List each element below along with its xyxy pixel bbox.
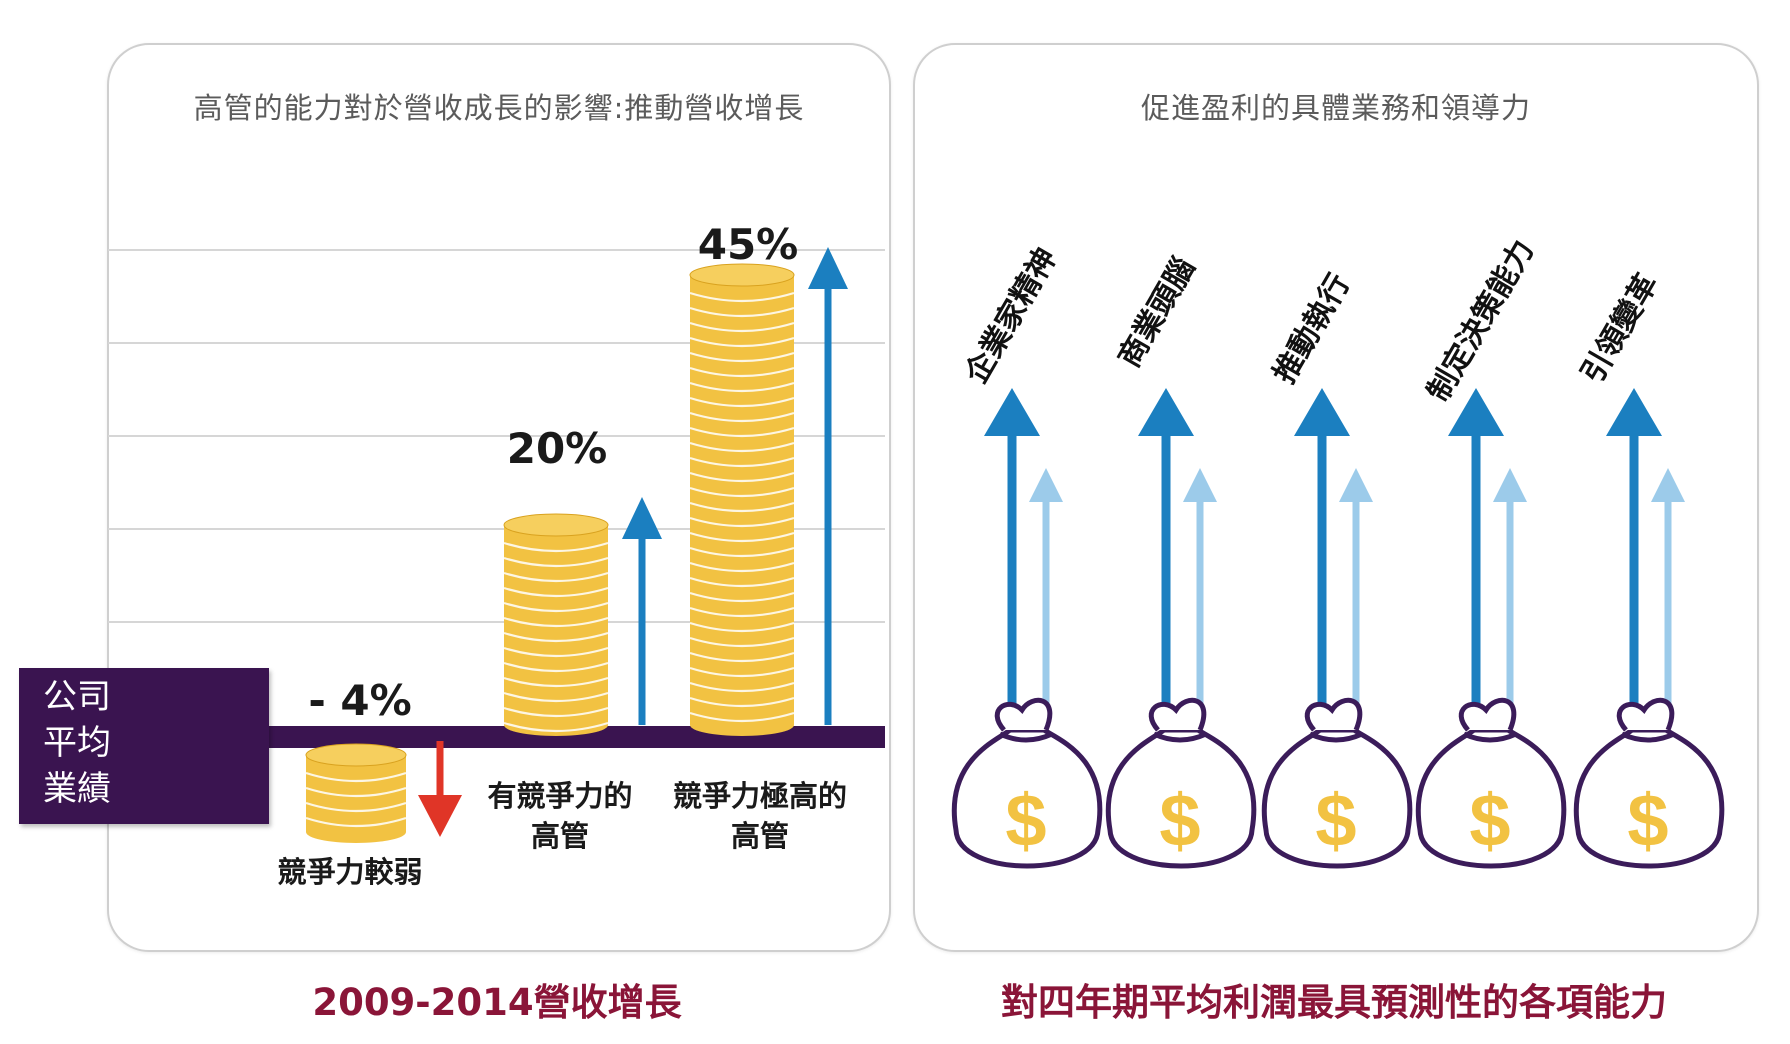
category-label-competitive: 有競爭力的 高管	[487, 779, 633, 853]
capability-arrow-light-entrepreneurship	[1029, 468, 1063, 712]
capability-arrow-light-business-acumen	[1183, 468, 1217, 712]
company-average-label: 公司 平均 業績	[19, 668, 269, 824]
money-bag-icon-execution: $	[1261, 697, 1413, 869]
money-bag-icon-decision-making: $	[1415, 697, 1567, 869]
category-label-weak: 競爭力較弱	[277, 855, 423, 889]
bar-weak-arrow-down	[418, 741, 462, 837]
capability-arrow-entrepreneurship	[984, 388, 1040, 716]
avg-label-line-3: 業績	[43, 769, 111, 809]
bar-competitive-arrow-up	[622, 497, 662, 725]
right-caption: 對四年期平均利潤最具預測性的各項能力	[1001, 981, 1667, 1024]
bar-top	[689, 263, 795, 736]
capability-arrow-business-acumen	[1138, 388, 1194, 716]
dollar-sign-icon: $	[1627, 779, 1668, 862]
bar-top-arrow-up	[808, 247, 848, 725]
capability-arrow-leading-change	[1606, 388, 1662, 716]
capability-arrow-light-leading-change	[1651, 468, 1685, 712]
capability-arrow-execution	[1294, 388, 1350, 716]
dollar-sign-icon: $	[1469, 779, 1510, 862]
money-bag-icon-leading-change: $	[1573, 697, 1725, 869]
capability-arrow-light-decision-making	[1493, 468, 1527, 712]
value-label-competitive: 20%	[506, 424, 608, 473]
bar-weak	[305, 743, 407, 843]
dollar-sign-icon: $	[1159, 779, 1200, 862]
value-label-weak: - 4%	[308, 676, 412, 725]
value-label-top: 45%	[697, 220, 799, 269]
left-caption: 2009-2014營收增長	[312, 981, 682, 1024]
category-label-top: 競爭力極高的 高管	[672, 779, 847, 853]
avg-label-line-2: 平均	[43, 723, 111, 763]
capability-arrow-light-execution	[1339, 468, 1373, 712]
right-panel-title: 促進盈利的具體業務和領導力	[1140, 91, 1531, 125]
bar-competitive	[503, 513, 609, 736]
left-panel-title: 高管的能力對於營收成長的影響:推動營收增長	[193, 91, 805, 125]
avg-label-line-1: 公司	[43, 677, 111, 717]
dollar-sign-icon: $	[1315, 779, 1356, 862]
capability-arrow-decision-making	[1448, 388, 1504, 716]
money-bag-icon-entrepreneurship: $	[951, 697, 1103, 869]
dollar-sign-icon: $	[1005, 779, 1046, 862]
money-bag-icon-business-acumen: $	[1105, 697, 1257, 869]
